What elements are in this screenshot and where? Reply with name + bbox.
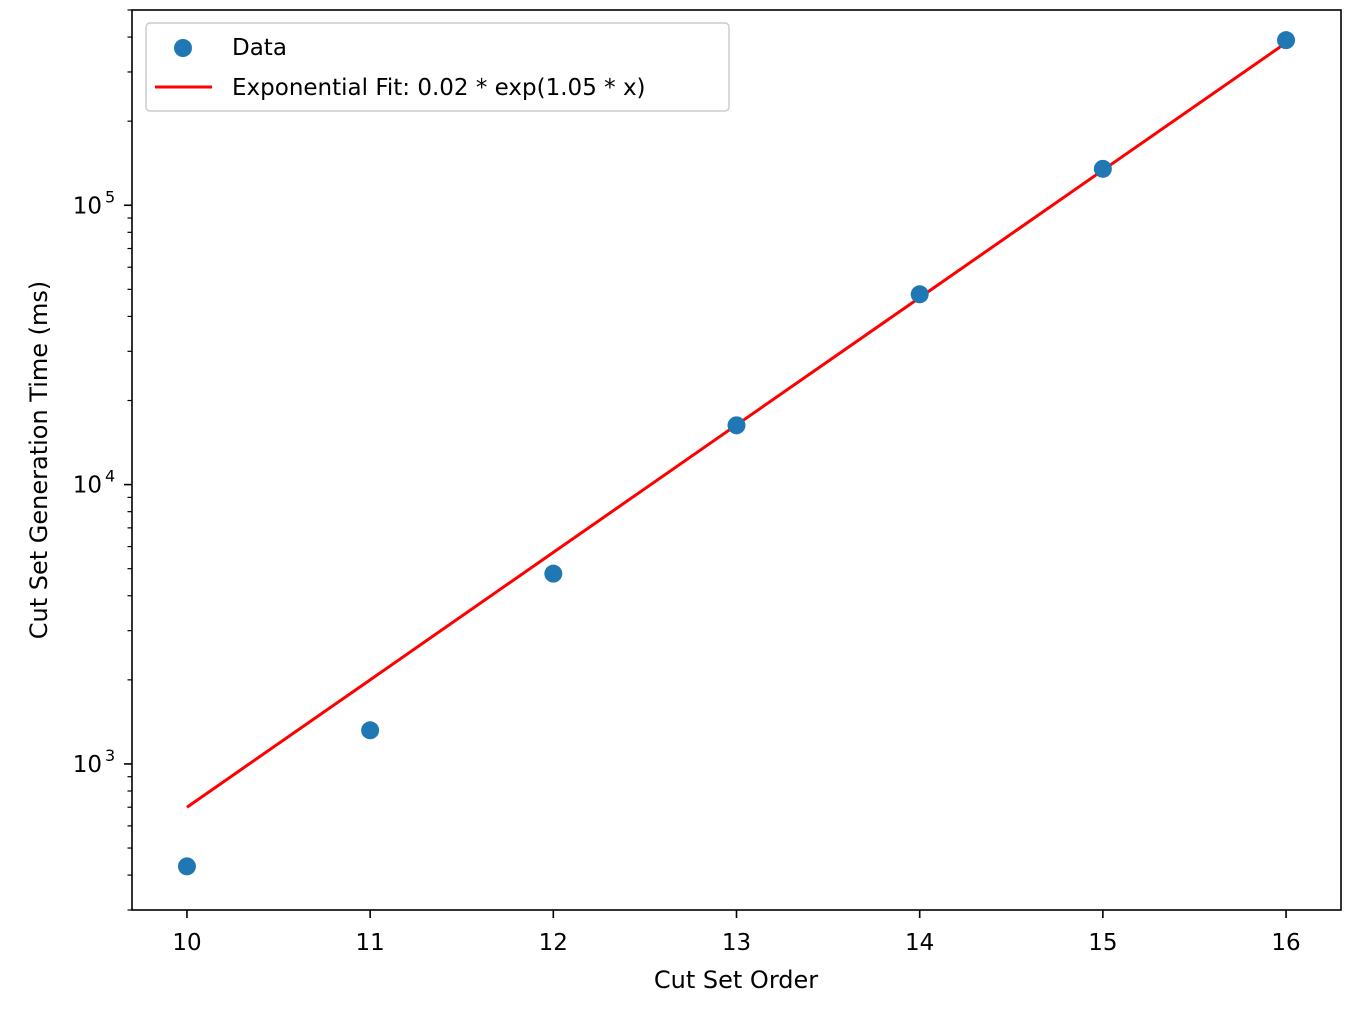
- data-point: [544, 564, 563, 583]
- data-point: [361, 721, 380, 740]
- data-point: [1277, 31, 1296, 50]
- axes-frame: [131, 9, 1342, 911]
- legend-marker-data: [174, 39, 192, 57]
- data-point: [910, 285, 929, 304]
- x-tick-label: 12: [539, 930, 568, 956]
- x-axis: 10 11 12 13 14 15 16: [172, 910, 1301, 956]
- plot-area: [177, 31, 1296, 876]
- x-tick-label: 14: [905, 930, 934, 956]
- y-tick-exponent: 5: [105, 187, 115, 206]
- x-tick-label: 10: [172, 930, 201, 956]
- y-tick-exponent: 3: [105, 746, 115, 765]
- data-point: [177, 857, 196, 876]
- y-tick-label: 10: [73, 193, 102, 219]
- data-point: [727, 416, 746, 435]
- legend-label-data: Data: [232, 35, 287, 61]
- legend: Data Exponential Fit: 0.02 * exp(1.05 * …: [145, 22, 730, 112]
- y-tick-label: 10: [73, 473, 102, 499]
- x-tick-label: 15: [1088, 930, 1117, 956]
- data-point: [1093, 159, 1112, 178]
- legend-label-fit: Exponential Fit: 0.02 * exp(1.05 * x): [232, 75, 646, 101]
- x-tick-label: 16: [1271, 930, 1300, 956]
- x-tick-label: 13: [722, 930, 751, 956]
- x-tick-label: 11: [355, 930, 384, 956]
- y-tick-exponent: 4: [105, 467, 115, 486]
- y-tick-label: 10: [73, 752, 102, 778]
- y-axis-label: Cut Set Generation Time (ms): [25, 281, 53, 640]
- x-axis-label: Cut Set Order: [654, 966, 818, 994]
- legend-box: [145, 22, 730, 112]
